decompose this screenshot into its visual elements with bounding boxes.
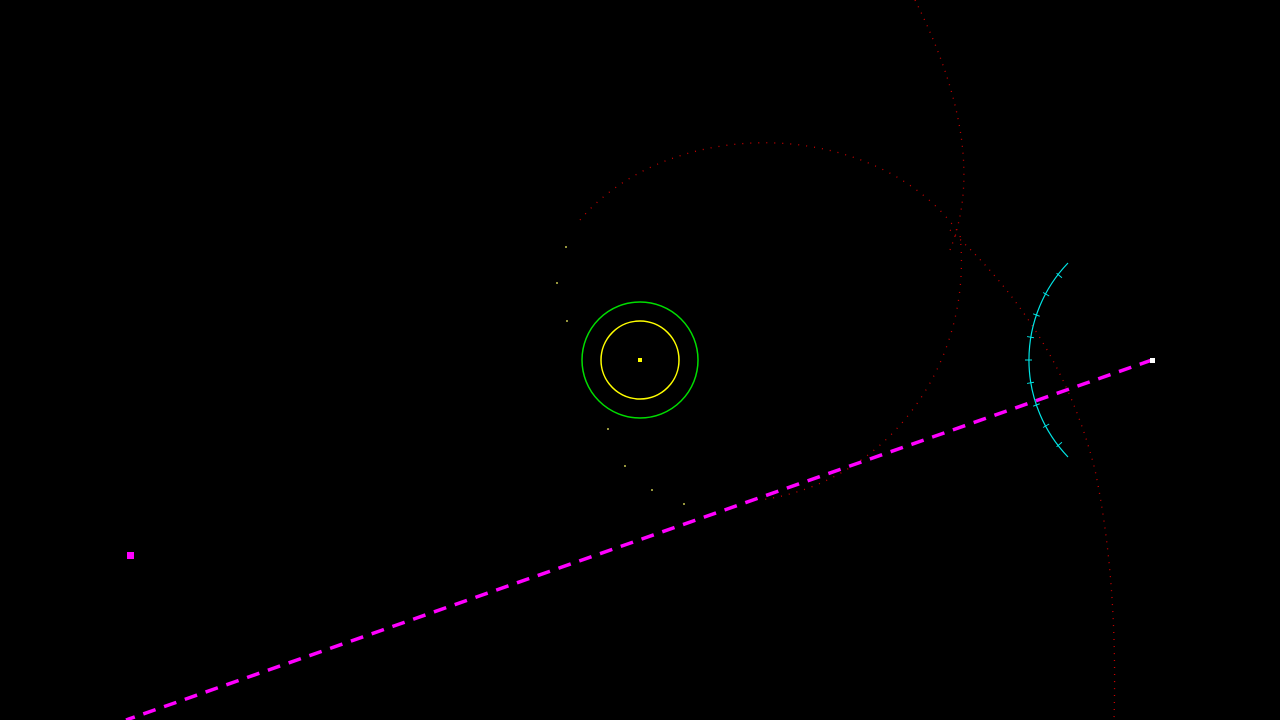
aim-arc-curve bbox=[1028, 262, 1069, 458]
aim-arc-ticks bbox=[1025, 272, 1063, 448]
debris-field bbox=[556, 246, 685, 505]
debris-dot bbox=[565, 246, 567, 248]
debris-dot bbox=[607, 428, 609, 430]
aim-arc-tick bbox=[1042, 423, 1050, 428]
aim-arc-tick bbox=[1026, 381, 1035, 384]
aim-arc-tick bbox=[1032, 313, 1040, 317]
aim-arc-tick bbox=[1026, 336, 1035, 339]
debris-dot bbox=[683, 503, 685, 505]
aim-arc-gauge[interactable] bbox=[1025, 262, 1069, 458]
aim-arc-tick bbox=[1042, 292, 1050, 297]
aim-arc-tick bbox=[1032, 403, 1040, 407]
planet-shield-ring bbox=[581, 301, 699, 419]
debris-dot bbox=[624, 465, 626, 467]
star-core bbox=[638, 358, 642, 362]
debris-dot bbox=[566, 320, 568, 322]
target-marker[interactable] bbox=[127, 552, 134, 559]
planet-orbit-ring bbox=[600, 320, 680, 400]
aim-arc-tick bbox=[1056, 272, 1063, 279]
predicted-trajectory-arc bbox=[914, 0, 1116, 720]
target-path-line bbox=[125, 358, 1153, 720]
debris-dot bbox=[556, 282, 558, 284]
debris-dot bbox=[651, 489, 653, 491]
player-ship[interactable] bbox=[1150, 358, 1155, 363]
aim-arc-tick bbox=[1056, 441, 1063, 448]
